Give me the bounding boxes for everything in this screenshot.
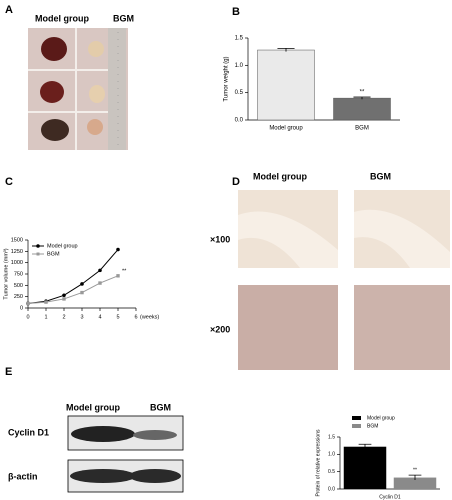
legend-swatch bbox=[352, 424, 361, 428]
x-tick-label: 4 bbox=[98, 314, 101, 320]
bar bbox=[333, 97, 391, 121]
panel-label: C bbox=[5, 176, 13, 188]
annotation: ** bbox=[360, 90, 365, 96]
legend-marker bbox=[36, 252, 40, 256]
header: BGM bbox=[113, 13, 134, 23]
y-tick-label: 0 bbox=[20, 305, 23, 311]
line bbox=[27, 275, 119, 304]
header: Model group bbox=[66, 402, 120, 412]
micrographs bbox=[238, 190, 450, 370]
annotation: ** bbox=[122, 268, 127, 274]
legend-label: Model group bbox=[367, 415, 395, 421]
legend-swatch bbox=[352, 416, 361, 420]
x-tick-label: Model group bbox=[269, 126, 303, 132]
legend-label: BGM bbox=[367, 423, 378, 429]
point bbox=[26, 301, 30, 306]
point bbox=[116, 274, 120, 278]
y-tick-label: 0.5 bbox=[328, 469, 335, 475]
panel-label: D bbox=[232, 176, 240, 188]
x-tick-label: Cyclin D1 bbox=[379, 494, 401, 500]
y-tick-label: 1500 bbox=[11, 237, 23, 243]
panel-label: A bbox=[5, 4, 13, 16]
point bbox=[98, 281, 102, 285]
bar bbox=[257, 49, 315, 121]
x-tick-label: BGM bbox=[355, 126, 369, 132]
x-tick-label: 0 bbox=[26, 314, 29, 320]
point bbox=[62, 297, 66, 301]
western-blot bbox=[67, 415, 184, 493]
x-tick-label: 3 bbox=[80, 314, 83, 320]
annotation: ** bbox=[413, 467, 417, 473]
y-tick-label: 750 bbox=[14, 271, 23, 277]
y-tick-label: 0.0 bbox=[328, 486, 335, 492]
y-axis-label: Protein of relative expressions bbox=[315, 429, 321, 496]
bar bbox=[393, 477, 437, 489]
error-bar bbox=[277, 47, 295, 52]
bar bbox=[343, 446, 387, 489]
row-label: ×100 bbox=[210, 234, 230, 244]
x-axis-label: (weeks) bbox=[140, 314, 159, 320]
point bbox=[80, 282, 84, 286]
legend-label: Model group bbox=[47, 243, 78, 249]
point bbox=[98, 268, 102, 273]
y-tick-label: 1250 bbox=[11, 249, 23, 255]
error-bar bbox=[358, 443, 372, 450]
y-tick-label: 1.0 bbox=[328, 452, 335, 458]
x-tick-label: 2 bbox=[62, 314, 65, 320]
point bbox=[116, 247, 120, 252]
point bbox=[44, 300, 48, 304]
error-bar bbox=[353, 96, 371, 100]
y-tick-label: 1.5 bbox=[328, 434, 335, 440]
y-axis-label: Tumor weight (g) bbox=[224, 56, 230, 101]
x-tick-label: 5 bbox=[116, 314, 119, 320]
header: Model group bbox=[253, 171, 307, 181]
legend-marker bbox=[36, 244, 40, 248]
row-label: ×200 bbox=[210, 324, 230, 334]
line bbox=[27, 249, 119, 304]
header: BGM bbox=[370, 171, 391, 181]
row-label: β-actin bbox=[8, 471, 38, 481]
header: BGM bbox=[150, 402, 171, 412]
y-axis-label: Tumor volume (mm³) bbox=[3, 248, 9, 299]
header: Model group bbox=[35, 13, 89, 23]
point bbox=[80, 290, 84, 295]
y-tick-label: 0.5 bbox=[235, 90, 244, 96]
panel-label: B bbox=[232, 6, 240, 18]
y-tick-label: 1.5 bbox=[235, 36, 244, 42]
legend-label: BGM bbox=[47, 251, 60, 257]
x-tick-label: 1 bbox=[44, 314, 47, 320]
row-label: Cyclin D1 bbox=[8, 427, 49, 437]
x-tick-label: 6 bbox=[134, 314, 137, 320]
y-tick-label: 1.0 bbox=[235, 63, 244, 69]
panel-label: E bbox=[5, 366, 12, 378]
tumor-photo bbox=[28, 28, 128, 150]
y-tick-label: 250 bbox=[14, 294, 23, 300]
error-bar bbox=[408, 474, 422, 480]
point bbox=[62, 293, 66, 298]
y-tick-label: 500 bbox=[14, 283, 23, 289]
y-tick-label: 1000 bbox=[11, 260, 23, 266]
y-tick-label: 0.0 bbox=[235, 118, 244, 124]
